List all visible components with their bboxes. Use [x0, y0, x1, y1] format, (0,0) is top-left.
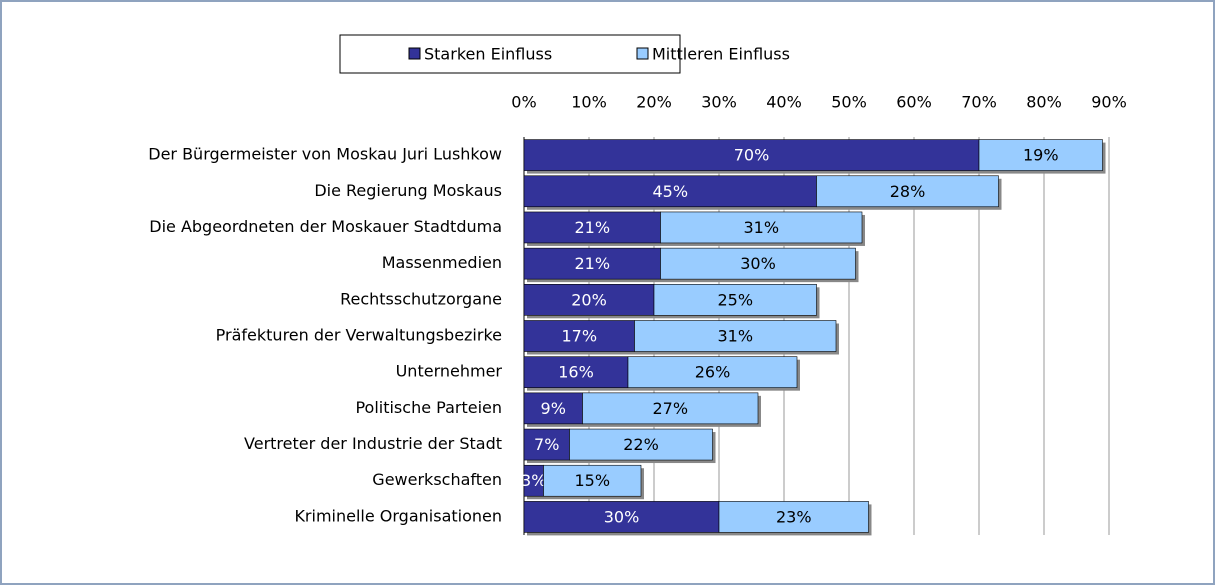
y-tick-label: Kriminelle Organisationen	[294, 506, 502, 525]
value-label: 22%	[623, 435, 659, 454]
value-label: 25%	[717, 290, 753, 309]
x-tick-label: 30%	[701, 93, 737, 112]
y-tick-label: Vertreter der Industrie der Stadt	[244, 434, 502, 453]
value-label: 9%	[541, 399, 566, 418]
bar	[523, 284, 655, 316]
value-label: 26%	[695, 363, 731, 382]
bar	[523, 392, 583, 425]
x-tick-label: 80%	[1026, 93, 1062, 112]
y-tick-label: Gewerkschaften	[372, 470, 502, 489]
y-tick-label: Präfekturen der Verwaltungsbezirke	[216, 326, 502, 345]
value-label: 31%	[743, 218, 779, 237]
bar	[978, 139, 1103, 171]
bar	[627, 356, 798, 388]
value-label: 28%	[890, 182, 926, 201]
y-tick-label: Die Abgeordneten der Moskauer Stadtduma	[149, 217, 502, 236]
value-label: 31%	[717, 327, 753, 346]
value-label: 27%	[652, 399, 688, 418]
bar	[523, 356, 629, 388]
bar	[523, 247, 661, 280]
value-label: 21%	[574, 218, 610, 237]
y-tick-label: Die Regierung Moskaus	[314, 181, 502, 200]
value-label: 7%	[534, 435, 559, 454]
bar	[523, 320, 635, 352]
x-tick-label: 0%	[511, 93, 536, 112]
value-label: 15%	[574, 471, 610, 490]
value-label: 70%	[734, 146, 770, 165]
value-label: 17%	[561, 327, 597, 346]
bar	[543, 464, 642, 497]
y-tick-label: Massenmedien	[382, 253, 502, 272]
y-tick-label: Unternehmer	[396, 362, 503, 381]
value-label: 3%	[521, 471, 546, 490]
y-tick-label: Politische Parteien	[355, 398, 502, 417]
bar	[523, 501, 720, 533]
y-tick-label: Rechtsschutzorgane	[340, 289, 502, 308]
value-label: 30%	[740, 254, 776, 273]
bar	[582, 392, 759, 425]
value-label: 16%	[558, 363, 594, 382]
y-tick-label: Der Bürgermeister von Moskau Juri Lushko…	[148, 145, 502, 164]
value-label: 45%	[652, 182, 688, 201]
bar	[523, 139, 980, 171]
bar	[653, 284, 817, 316]
x-tick-label: 10%	[571, 93, 607, 112]
legend-label: Starken Einfluss	[424, 45, 552, 64]
x-tick-label: 40%	[766, 93, 802, 112]
bar	[660, 247, 856, 280]
bar	[660, 211, 863, 244]
legend-box	[339, 34, 681, 74]
x-tick-label: 20%	[636, 93, 672, 112]
value-label: 19%	[1023, 146, 1059, 165]
bar	[718, 501, 869, 533]
value-label: 20%	[571, 290, 607, 309]
x-tick-label: 90%	[1091, 93, 1127, 112]
bar	[634, 320, 837, 352]
value-label: 23%	[776, 507, 812, 526]
x-tick-label: 50%	[831, 93, 867, 112]
value-label: 21%	[574, 254, 610, 273]
legend-swatch	[636, 47, 649, 60]
value-label: 30%	[604, 507, 640, 526]
bar	[569, 428, 713, 461]
legend-swatch	[408, 47, 421, 60]
legend-label: Mittleren Einfluss	[652, 45, 790, 64]
bar	[816, 175, 999, 208]
x-tick-label: 70%	[961, 93, 997, 112]
x-tick-label: 60%	[896, 93, 932, 112]
